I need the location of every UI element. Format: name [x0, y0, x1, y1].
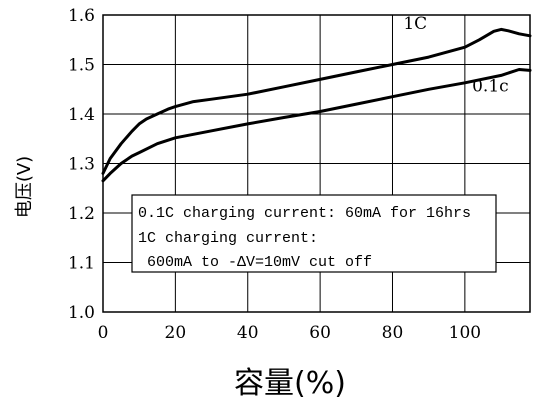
series-line-1 [101, 68, 532, 183]
series-label-0-1c: 0.1c [472, 77, 509, 97]
y-axis-title: 电压(V) [14, 156, 35, 218]
y-tick-labels: 1.0 1.1 1.2 1.3 1.4 1.5 1.6 [68, 6, 95, 323]
series-line-0 [101, 27, 532, 175]
plot-frame [102, 14, 531, 313]
y-tick-label: 1.1 [68, 254, 95, 274]
series-label-1c: 1C [403, 14, 427, 34]
x-axis-title: 容量(%) [234, 366, 346, 401]
x-tick-label: 20 [165, 323, 187, 343]
annotation-line-3: 600mA to -ΔV=10mV cut off [138, 254, 372, 271]
x-tick-label: 80 [382, 323, 404, 343]
y-tick-label: 1.3 [68, 155, 95, 175]
annotation-box: 0.1C charging current: 60mA for 16hrs 1C… [131, 194, 497, 273]
x-tick-labels: 0 20 40 60 80 100 [98, 323, 482, 343]
annotation-frame [131, 194, 497, 273]
y-tick-label: 1.5 [68, 56, 95, 76]
y-tick-label: 1.2 [68, 204, 95, 224]
x-tick-label: 0 [98, 323, 109, 343]
x-tick-label: 40 [237, 323, 259, 343]
annotation-line-1: 0.1C charging current: 60mA for 16hrs [138, 205, 471, 222]
y-tick-label: 1.6 [68, 6, 95, 26]
y-tick-label: 1.0 [68, 303, 95, 323]
annotation-line-2: 1C charging current: [138, 230, 318, 247]
x-tick-label: 60 [309, 323, 331, 343]
series-group [101, 27, 532, 183]
x-tick-label: 100 [449, 323, 481, 343]
y-tick-label: 1.4 [68, 105, 95, 125]
